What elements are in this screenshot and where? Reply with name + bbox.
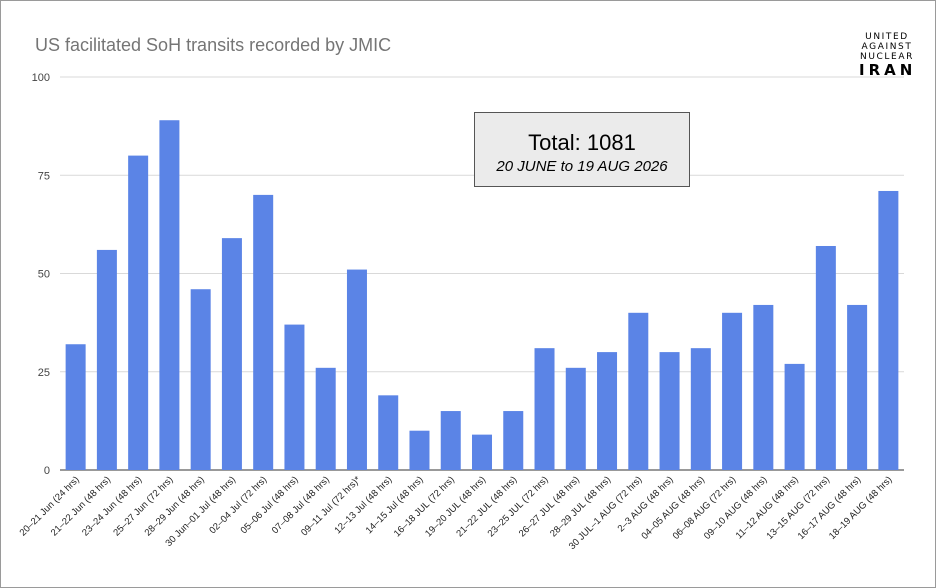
bar	[503, 411, 524, 470]
x-tick-label: 05–06 Jul (48 hrs)	[239, 474, 301, 536]
bar	[221, 238, 242, 470]
bar	[378, 395, 399, 470]
bar	[159, 120, 180, 470]
x-tick-label: 2–3 AUG (48 hrs)	[616, 474, 676, 534]
date-range-label: 20 JUNE to 19 AUG 2026	[496, 158, 668, 175]
total-annotation-box: Total: 1081 20 JUNE to 19 AUG 2026	[474, 112, 690, 187]
bar	[471, 434, 493, 470]
bar	[722, 312, 743, 470]
logo-line-against: AGAINST	[861, 42, 913, 52]
bar	[253, 194, 274, 470]
bar	[878, 190, 899, 470]
bar	[284, 324, 305, 470]
y-tick-label: 0	[44, 465, 50, 477]
y-tick-label: 100	[32, 72, 50, 84]
bar	[96, 249, 117, 470]
bar	[409, 430, 430, 470]
bar	[784, 363, 805, 470]
logo-line-united: UNITED	[865, 32, 909, 42]
chart-title: US facilitated SoH transits recorded by …	[35, 35, 392, 55]
bar	[65, 344, 86, 470]
bar	[753, 304, 774, 470]
logo-line-nuclear: NUCLEAR	[860, 52, 914, 62]
bar	[534, 348, 555, 470]
bar	[597, 352, 618, 470]
bar	[440, 411, 461, 470]
logo-line-iran: IRAN	[859, 61, 917, 79]
total-label: Total: 1081	[528, 130, 636, 155]
x-tick-label: 07–08 Jul (48 hrs)	[270, 474, 332, 536]
bar	[690, 348, 711, 470]
bar	[815, 245, 836, 470]
bar	[659, 352, 680, 470]
x-tick-label: 12–13 Jul (48 hrs)	[332, 474, 394, 536]
y-tick-label: 75	[38, 170, 50, 182]
x-tick-label: 14–15 Jul (48 hrs)	[364, 474, 426, 536]
bar	[628, 312, 649, 470]
y-tick-label: 50	[38, 269, 50, 281]
bar	[847, 304, 868, 470]
bar	[346, 269, 367, 470]
uani-logo: UNITED AGAINST NUCLEAR IRAN	[859, 32, 915, 79]
bar	[190, 289, 211, 470]
bar	[128, 155, 149, 470]
x-tick-label: 02–04 Jul (72 hrs)	[207, 474, 269, 536]
bar	[565, 367, 586, 470]
y-tick-label: 25	[38, 367, 50, 379]
bar	[315, 367, 336, 470]
